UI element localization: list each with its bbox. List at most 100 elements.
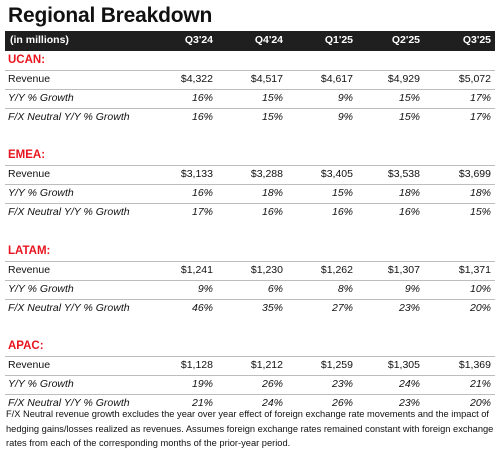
divider	[5, 203, 495, 204]
row-label: F/X Neutral Y/Y % Growth	[8, 111, 130, 123]
divider	[5, 165, 495, 166]
divider	[5, 375, 495, 376]
divider	[5, 394, 495, 395]
column-header: Q3'25	[462, 34, 491, 46]
column-header: Q4'24	[254, 34, 283, 46]
cell-value: $1,369	[458, 359, 491, 371]
row-label: F/X Neutral Y/Y % Growth	[8, 206, 130, 218]
cell-value: 15%	[469, 206, 491, 218]
divider	[5, 108, 495, 109]
divider	[5, 261, 495, 262]
section-title: UCAN:	[8, 54, 46, 66]
cell-value: 17%	[469, 111, 491, 123]
cell-value: 23%	[398, 397, 420, 409]
cell-value: $4,322	[180, 73, 213, 85]
cell-value: 18%	[261, 187, 283, 199]
page-title: Regional Breakdown	[8, 4, 213, 27]
cell-value: $3,405	[320, 168, 353, 180]
cell-value: 15%	[261, 92, 283, 104]
cell-value: $1,307	[387, 264, 420, 276]
cell-value: 20%	[469, 302, 491, 314]
cell-value: $4,617	[320, 73, 353, 85]
cell-value: 18%	[398, 187, 420, 199]
cell-value: $5,072	[458, 73, 491, 85]
table-row: Revenue $4,322 $4,517 $4,617 $4,929 $5,0…	[5, 71, 495, 89]
cell-value: 9%	[337, 111, 353, 123]
divider	[5, 356, 495, 357]
cell-value: $1,128	[180, 359, 213, 371]
cell-value: 15%	[398, 111, 420, 123]
cell-value: $3,288	[250, 168, 283, 180]
row-label: Y/Y % Growth	[8, 187, 74, 199]
cell-value: 16%	[191, 187, 213, 199]
cell-value: 16%	[398, 206, 420, 218]
cell-value: 16%	[331, 206, 353, 218]
cell-value: 19%	[191, 378, 213, 390]
divider	[5, 299, 495, 300]
divider	[5, 280, 495, 281]
cell-value: 26%	[331, 397, 353, 409]
cell-value: 18%	[469, 187, 491, 199]
column-header: Q3'24	[184, 34, 213, 46]
table-row: F/X Neutral Y/Y % Growth 16% 15% 9% 15% …	[5, 109, 495, 127]
divider	[5, 70, 495, 71]
cell-value: 9%	[404, 283, 420, 295]
row-label: Y/Y % Growth	[8, 92, 74, 104]
row-label: Revenue	[8, 168, 51, 180]
table-row: Revenue $1,128 $1,212 $1,259 $1,305 $1,3…	[5, 357, 495, 375]
cell-value: 16%	[191, 92, 213, 104]
column-header: Q1'25	[324, 34, 353, 46]
row-label: Revenue	[8, 264, 51, 276]
divider	[5, 89, 495, 90]
cell-value: 9%	[337, 92, 353, 104]
cell-value: $4,929	[387, 73, 420, 85]
table-row: F/X Neutral Y/Y % Growth 21% 24% 26% 23%…	[5, 395, 495, 413]
cell-value: 20%	[469, 397, 491, 409]
column-header: Q2'25	[391, 34, 420, 46]
row-label: F/X Neutral Y/Y % Growth	[8, 397, 130, 409]
cell-value: $4,517	[250, 73, 283, 85]
table-row: Y/Y % Growth 9% 6% 8% 9% 10%	[5, 281, 495, 299]
cell-value: 16%	[261, 206, 283, 218]
cell-value: 23%	[398, 302, 420, 314]
cell-value: 16%	[191, 111, 213, 123]
row-label: Revenue	[8, 73, 51, 85]
cell-value: 15%	[398, 92, 420, 104]
cell-value: 27%	[331, 302, 353, 314]
divider	[5, 184, 495, 185]
section-title: APAC:	[8, 340, 44, 352]
row-label: F/X Neutral Y/Y % Growth	[8, 302, 130, 314]
cell-value: $1,212	[250, 359, 283, 371]
cell-value: $1,371	[458, 264, 491, 276]
cell-value: 24%	[398, 378, 420, 390]
cell-value: 6%	[267, 283, 283, 295]
footnote: F/X Neutral revenue growth excludes the …	[6, 409, 494, 448]
table-row: Y/Y % Growth 19% 26% 23% 24% 21%	[5, 376, 495, 394]
section-title: EMEA:	[8, 149, 46, 161]
cell-value: $1,230	[250, 264, 283, 276]
cell-value: 35%	[261, 302, 283, 314]
cell-value: $1,259	[320, 359, 353, 371]
row-label: Y/Y % Growth	[8, 378, 74, 390]
row-label: Revenue	[8, 359, 51, 371]
cell-value: $1,262	[320, 264, 353, 276]
table-row: Revenue $3,133 $3,288 $3,405 $3,538 $3,6…	[5, 166, 495, 184]
row-label: Y/Y % Growth	[8, 283, 74, 295]
table-row: F/X Neutral Y/Y % Growth 46% 35% 27% 23%…	[5, 300, 495, 318]
cell-value: 15%	[331, 187, 353, 199]
cell-value: 24%	[261, 397, 283, 409]
cell-value: $1,305	[387, 359, 420, 371]
table-header: (in millions) Q3'24 Q4'24 Q1'25 Q2'25 Q3…	[5, 31, 495, 51]
table-row: F/X Neutral Y/Y % Growth 17% 16% 16% 16%…	[5, 204, 495, 222]
table-row: Y/Y % Growth 16% 18% 15% 18% 18%	[5, 185, 495, 203]
cell-value: 46%	[191, 302, 213, 314]
cell-value: 9%	[197, 283, 213, 295]
cell-value: $3,133	[180, 168, 213, 180]
cell-value: 17%	[469, 92, 491, 104]
units-label: (in millions)	[10, 34, 69, 46]
cell-value: $3,538	[387, 168, 420, 180]
cell-value: $3,699	[458, 168, 491, 180]
cell-value: $1,241	[180, 264, 213, 276]
cell-value: 21%	[191, 397, 213, 409]
cell-value: 17%	[191, 206, 213, 218]
